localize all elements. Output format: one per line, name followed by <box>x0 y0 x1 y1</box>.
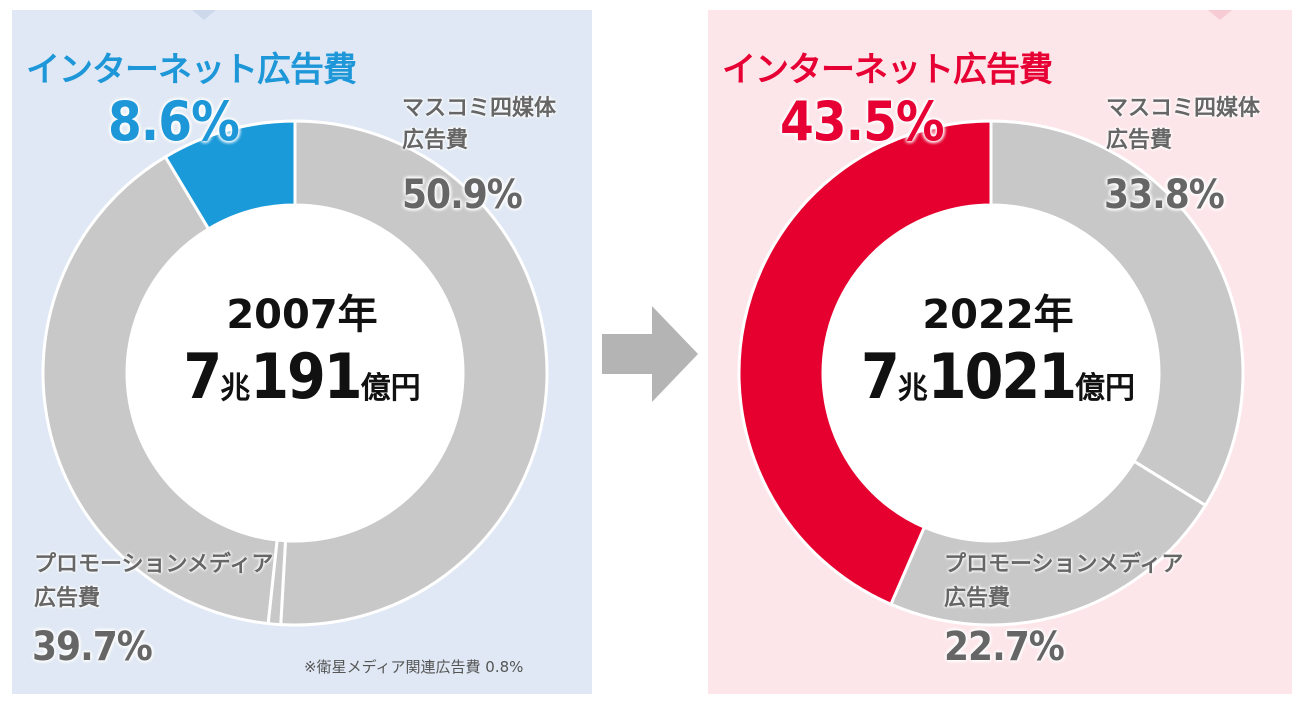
mass-media-pct-label: 33.8% <box>1104 172 1225 218</box>
promo-label-line1: プロモーションメディア <box>944 552 1184 577</box>
chart-panel-2007: インターネット広告費 2007年 7兆191億円 8.6% マスコミ四媒体 広告… <box>12 10 592 694</box>
donut-hole <box>823 205 1159 541</box>
chart-panel-2022: インターネット広告費 2022年 7兆1021億円 43.5% マスコミ四媒体 … <box>708 10 1292 694</box>
promo-pct-label: 22.7% <box>944 624 1065 670</box>
total-yen-unit: 億円 <box>360 371 421 406</box>
center-total: 7兆191億円 <box>132 340 472 413</box>
internet-pct-label: 43.5% <box>780 90 945 153</box>
total-hundred-million: 191 <box>250 340 362 413</box>
donut-hole <box>127 205 463 541</box>
mass-media-label-line1: マスコミ四媒体 <box>1106 96 1261 121</box>
mass-media-label-line2: 広告費 <box>402 128 469 153</box>
donut-chart-2022 <box>737 119 1245 627</box>
center-year: 2022年 <box>922 292 1074 338</box>
total-trillion-unit: 兆 <box>220 371 251 406</box>
total-hundred-million: 1021 <box>927 340 1077 413</box>
footnote: ※衛星メディア関連広告費 0.8% <box>304 658 524 676</box>
promo-label-line2: 広告費 <box>944 586 1011 611</box>
promo-pct-label: 39.7% <box>32 624 153 670</box>
mass-media-label-line1: マスコミ四媒体 <box>402 96 557 121</box>
panel-top-notch <box>192 10 216 20</box>
total-yen-unit: 億円 <box>1075 371 1136 406</box>
promo-label-line2: 広告費 <box>34 586 101 611</box>
center-total: 7兆1021億円 <box>818 340 1178 413</box>
total-trillion-unit: 兆 <box>897 371 928 406</box>
donut-chart-2007 <box>41 119 549 627</box>
center-year: 2007年 <box>226 292 378 338</box>
mass-media-pct-label: 50.9% <box>402 172 523 218</box>
donut-slice-2 <box>737 119 993 607</box>
total-trillion: 7 <box>183 340 222 413</box>
promo-label-line1: プロモーションメディア <box>34 552 274 577</box>
total-trillion: 7 <box>860 340 900 413</box>
panel-top-notch <box>1208 10 1232 20</box>
panel-title: インターネット広告費 <box>722 50 1053 90</box>
mass-media-label-line2: 広告費 <box>1106 128 1173 153</box>
panel-title: インターネット広告費 <box>26 50 357 90</box>
transition-arrow-icon <box>602 306 698 402</box>
internet-pct-label: 8.6% <box>108 90 240 153</box>
